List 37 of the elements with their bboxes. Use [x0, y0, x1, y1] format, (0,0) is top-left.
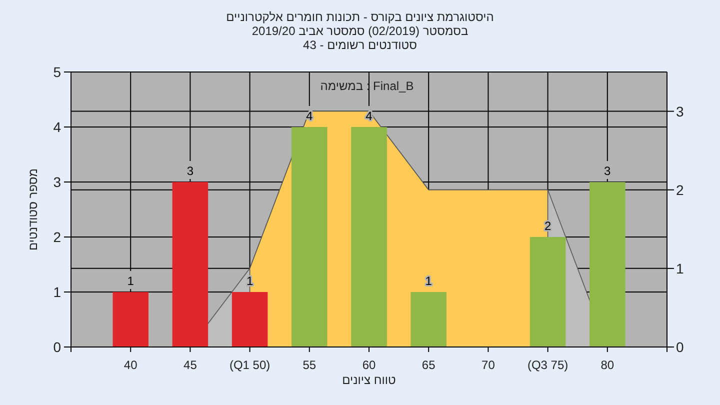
- bar: [172, 182, 208, 347]
- y-tick-label: 1: [53, 284, 62, 300]
- bar: [530, 237, 566, 347]
- x-tick-label: 55: [302, 358, 316, 372]
- chart-subtitle: בסמסטר (02/2019) סמסטר אביב 2019/20 סטודנטים רשומים - 43: [252, 24, 468, 52]
- x-axis-title: טווח ציונים: [342, 373, 396, 387]
- x-tick-label: 80: [600, 358, 614, 372]
- y2-tick-label: 0: [676, 339, 684, 355]
- y2-tick-label: 1: [676, 260, 684, 276]
- y2-tick-label: 2: [676, 182, 684, 198]
- data-label: 3: [186, 164, 194, 178]
- bar: [590, 182, 626, 347]
- data-label: 4: [366, 109, 373, 123]
- y-tick-label: 0: [53, 339, 62, 355]
- data-label: 3: [604, 164, 612, 178]
- bar: [112, 292, 148, 347]
- x-tick-label: (Q3 75): [527, 358, 568, 372]
- x-tick-label: 40: [124, 358, 138, 372]
- y-tick-label: 4: [53, 119, 62, 135]
- y-tick-label: 5: [53, 64, 62, 80]
- bar: [292, 127, 328, 347]
- chart-title: היסטוגרמת ציונים בקורס - תכונות חומרים אלקטרוניים: [226, 10, 494, 24]
- annotation: Final_B : במשימה: [320, 79, 414, 93]
- data-label: 1: [425, 274, 432, 288]
- data-label: 1: [127, 274, 134, 288]
- x-tick-label: (Q1 50): [229, 358, 270, 372]
- bar: [410, 292, 446, 347]
- x-tick-label: 60: [362, 358, 376, 372]
- x-tick-label: 45: [184, 358, 198, 372]
- y-tick-label: 3: [53, 174, 62, 190]
- y2-tick-label: 3: [676, 103, 684, 120]
- bar: [351, 127, 387, 347]
- y-axis-title: מספר סטודנטים: [26, 168, 40, 251]
- y-tick-label: 2: [53, 229, 62, 245]
- x-tick-label: 65: [422, 358, 436, 372]
- x-tick-label: 70: [482, 358, 496, 372]
- bar: [232, 292, 268, 347]
